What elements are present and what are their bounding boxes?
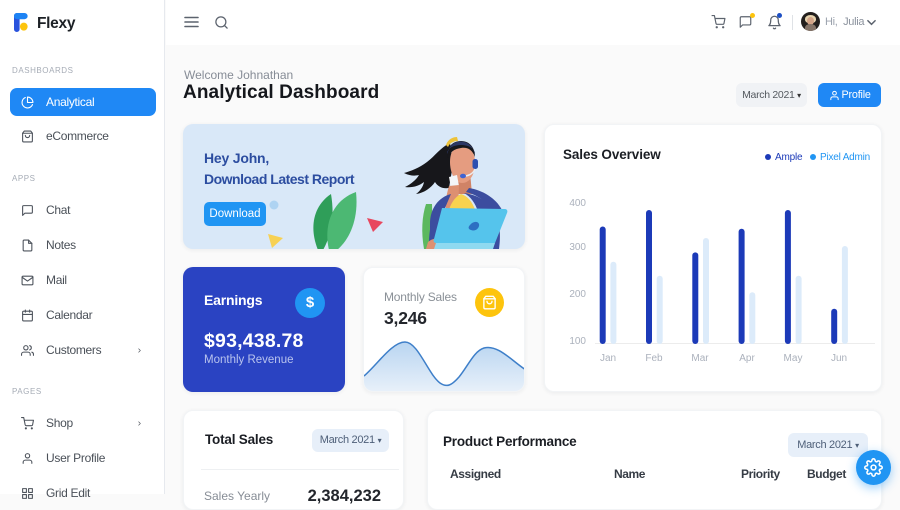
svg-text:Jun: Jun xyxy=(831,353,847,364)
svg-text:May: May xyxy=(784,353,803,364)
svg-text:200: 200 xyxy=(569,289,586,300)
svg-text:Mar: Mar xyxy=(691,353,709,364)
svg-text:Feb: Feb xyxy=(645,353,663,364)
svg-text:Apr: Apr xyxy=(739,353,755,364)
svg-text:300: 300 xyxy=(569,242,586,253)
svg-text:400: 400 xyxy=(569,198,586,209)
svg-text:Jan: Jan xyxy=(600,353,616,364)
svg-text:100: 100 xyxy=(569,336,586,347)
